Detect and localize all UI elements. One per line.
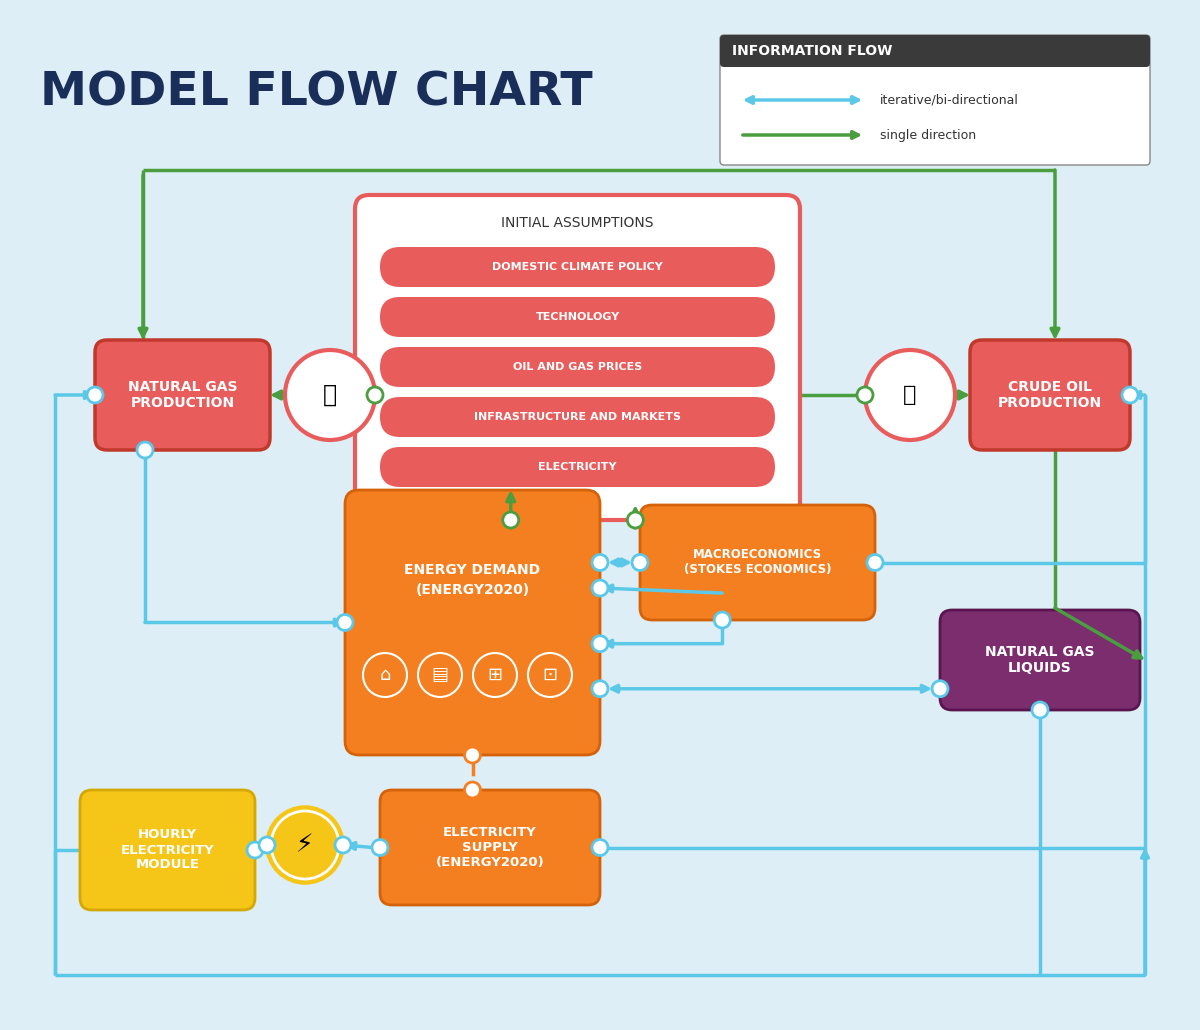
Circle shape <box>592 636 608 652</box>
Text: TECHNOLOGY: TECHNOLOGY <box>535 312 619 322</box>
Circle shape <box>367 387 383 403</box>
Text: iterative/bi-directional: iterative/bi-directional <box>880 94 1019 106</box>
Text: INFORMATION FLOW: INFORMATION FLOW <box>732 44 893 58</box>
Text: ▤: ▤ <box>432 666 449 684</box>
Text: INITIAL ASSUMPTIONS: INITIAL ASSUMPTIONS <box>502 216 654 230</box>
Circle shape <box>337 615 353 630</box>
Text: NATURAL GAS
LIQUIDS: NATURAL GAS LIQUIDS <box>985 645 1094 675</box>
Circle shape <box>247 842 263 858</box>
Circle shape <box>259 837 275 853</box>
FancyBboxPatch shape <box>640 505 875 620</box>
Text: MODEL FLOW CHART: MODEL FLOW CHART <box>40 70 593 115</box>
FancyBboxPatch shape <box>380 247 775 287</box>
Text: ⚡: ⚡ <box>296 833 313 857</box>
Text: ⌂: ⌂ <box>379 666 391 684</box>
FancyBboxPatch shape <box>970 340 1130 450</box>
Text: MACROECONOMICS
(STOKES ECONOMICS): MACROECONOMICS (STOKES ECONOMICS) <box>684 549 832 577</box>
Text: INFRASTRUCTURE AND MARKETS: INFRASTRUCTURE AND MARKETS <box>474 412 682 422</box>
Circle shape <box>271 811 340 879</box>
Text: NATURAL GAS
PRODUCTION: NATURAL GAS PRODUCTION <box>127 380 238 410</box>
Text: ELECTRICITY: ELECTRICITY <box>539 462 617 472</box>
Text: HOURLY
ELECTRICITY
MODULE: HOURLY ELECTRICITY MODULE <box>121 828 215 871</box>
Text: CRUDE OIL
PRODUCTION: CRUDE OIL PRODUCTION <box>998 380 1102 410</box>
Text: ELECTRICITY
SUPPLY
(ENERGY2020): ELECTRICITY SUPPLY (ENERGY2020) <box>436 826 545 869</box>
FancyBboxPatch shape <box>380 347 775 387</box>
Circle shape <box>866 554 883 571</box>
Text: DOMESTIC CLIMATE POLICY: DOMESTIC CLIMATE POLICY <box>492 262 662 272</box>
Circle shape <box>372 839 388 856</box>
Circle shape <box>865 350 955 440</box>
Circle shape <box>286 350 374 440</box>
Circle shape <box>592 839 608 856</box>
Circle shape <box>592 681 608 696</box>
Circle shape <box>857 387 874 403</box>
Circle shape <box>88 387 103 403</box>
FancyBboxPatch shape <box>95 340 270 450</box>
FancyBboxPatch shape <box>80 790 256 909</box>
Circle shape <box>266 806 343 883</box>
FancyBboxPatch shape <box>380 447 775 487</box>
Text: OIL AND GAS PRICES: OIL AND GAS PRICES <box>512 362 642 372</box>
Text: ⊞: ⊞ <box>487 666 503 684</box>
FancyBboxPatch shape <box>720 35 1150 67</box>
FancyBboxPatch shape <box>380 297 775 337</box>
Text: ENERGY DEMAND
(ENERGY2020): ENERGY DEMAND (ENERGY2020) <box>404 563 540 596</box>
Circle shape <box>632 554 648 571</box>
FancyBboxPatch shape <box>346 490 600 755</box>
Circle shape <box>137 442 154 458</box>
FancyBboxPatch shape <box>380 790 600 905</box>
Text: ⊡: ⊡ <box>542 666 558 684</box>
Text: ⛽: ⛽ <box>904 385 917 405</box>
Circle shape <box>1122 387 1138 403</box>
Circle shape <box>503 512 518 528</box>
FancyBboxPatch shape <box>380 397 775 437</box>
Circle shape <box>592 580 608 596</box>
Circle shape <box>464 782 480 798</box>
FancyBboxPatch shape <box>720 35 1150 165</box>
Circle shape <box>592 554 608 571</box>
Circle shape <box>628 512 643 528</box>
Circle shape <box>464 747 480 763</box>
Text: 🚢: 🚢 <box>323 383 337 407</box>
FancyBboxPatch shape <box>355 195 800 520</box>
Circle shape <box>335 837 352 853</box>
FancyBboxPatch shape <box>940 610 1140 710</box>
Circle shape <box>932 681 948 696</box>
Text: single direction: single direction <box>880 129 976 141</box>
Circle shape <box>1032 702 1048 718</box>
Circle shape <box>714 612 731 628</box>
